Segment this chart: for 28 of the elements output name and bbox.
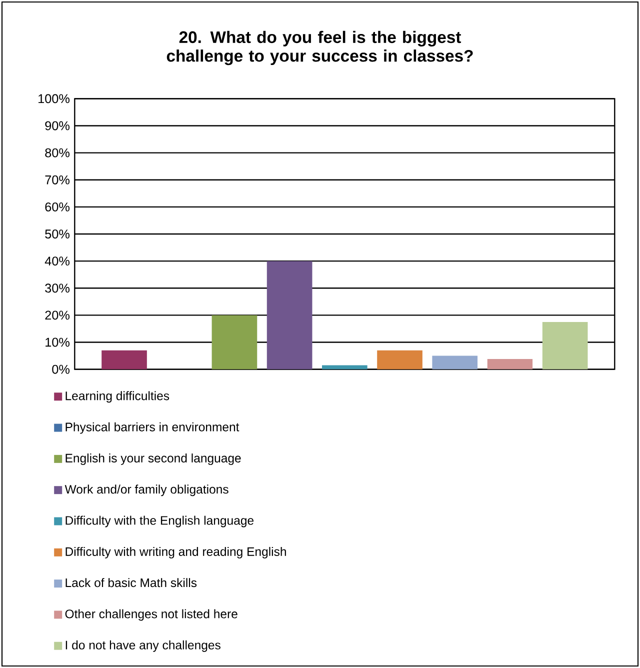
legend-label: Other challenges not listed here	[65, 609, 238, 621]
bar	[432, 356, 478, 370]
y-tick-label: 0%	[52, 364, 70, 374]
y-tick-label: 100%	[38, 94, 70, 104]
y-tick-label: 70%	[45, 175, 70, 184]
y-tick-label: 40%	[44, 256, 70, 266]
y-tick-label: 60%	[45, 202, 70, 212]
y-tick-label: 80%	[45, 148, 70, 158]
legend-label: Learning difficulties	[66, 391, 170, 403]
y-tick-label: 50%	[45, 230, 70, 238]
y-tick-label: 10%	[46, 338, 70, 347]
bar	[377, 350, 422, 370]
bar	[542, 322, 588, 370]
legend-label: Physical barriers in environment	[66, 422, 240, 434]
legend-label: English is your second language	[66, 453, 241, 465]
bar	[102, 350, 147, 370]
legend-label: Difficulty with writing and reading English	[66, 546, 286, 558]
bar	[487, 359, 533, 370]
legend-label: Work and/or family obligations	[64, 484, 228, 496]
bar	[212, 315, 258, 370]
legend-label: Difficulty with the English language	[66, 516, 254, 528]
bar	[266, 261, 312, 370]
y-tick-label: 20%	[45, 310, 70, 320]
legend-label: Lack of basic Math skills	[66, 578, 197, 588]
y-tick-label: 30%	[45, 284, 70, 293]
y-tick-label: 90%	[45, 121, 70, 130]
chart-title: 20. What do you feel is the biggest challenge to your success in classes?	[166, 30, 473, 66]
legend-label: I do not have any challenges	[66, 640, 220, 652]
